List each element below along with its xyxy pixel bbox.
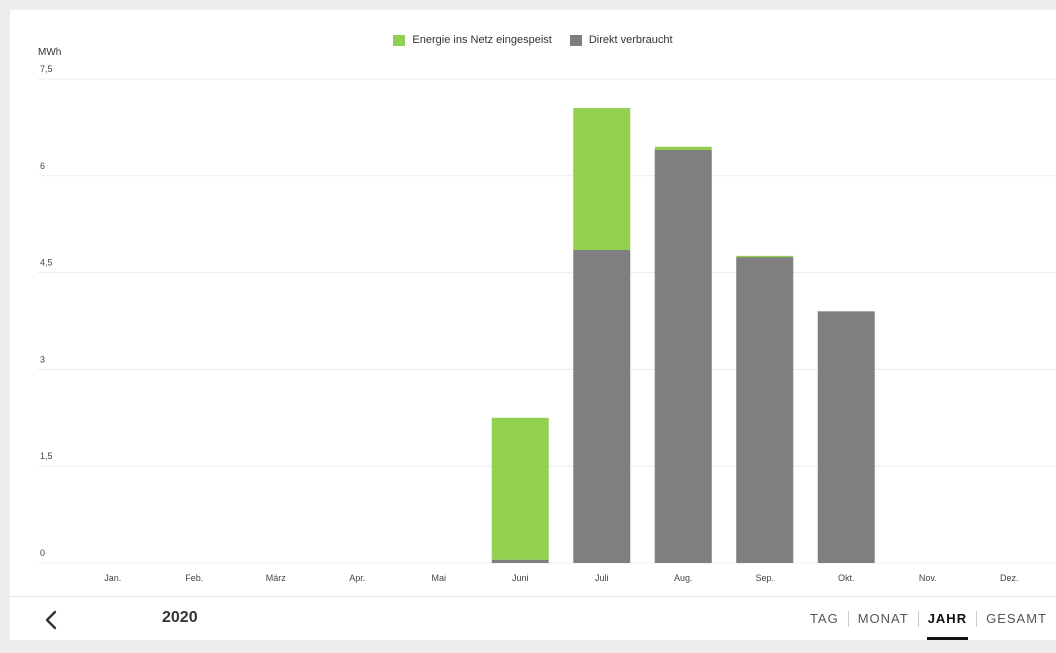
y-tick-label: 6 (40, 161, 45, 171)
chart-legend: Energie ins Netz eingespeist Direkt verb… (10, 34, 1056, 46)
y-tick-label: 0 (40, 548, 45, 558)
tab-separator (976, 611, 978, 627)
bar-direct-consumed (573, 250, 631, 563)
bar-fed-in (654, 146, 712, 150)
tab-jahr[interactable]: JAHR (919, 597, 976, 641)
tab-separator (917, 611, 919, 627)
x-tick-label: Mai (431, 573, 446, 583)
x-tick-label: Apr. (349, 573, 365, 583)
bar-direct-consumed (736, 257, 794, 563)
legend-item-direct-consumed[interactable]: Direkt verbraucht (569, 34, 673, 46)
bar-fed-in (491, 417, 549, 560)
energy-bar-chart: MWh 0 1,5 3 4,5 6 7,5 Jan. Feb. März Apr. Mai Juni Ju… (38, 47, 1056, 583)
legend-swatch-direct-consumed (569, 34, 582, 46)
tab-gesamt[interactable]: GESAMT (986, 611, 1047, 626)
tab-monat[interactable]: MONAT (857, 611, 909, 626)
x-tick-label: März (266, 573, 286, 583)
bar-direct-consumed (491, 559, 549, 563)
x-tick-label: Aug. (674, 573, 693, 583)
legend-item-fed-in[interactable]: Energie ins Netz eingespeist (393, 34, 552, 46)
bar-fed-in (573, 108, 631, 251)
x-tick-label: Nov. (919, 573, 937, 583)
period-tabs: TAG MONAT JAHR GESAMT (801, 597, 1056, 641)
bar-direct-consumed (654, 149, 712, 563)
bar-direct-consumed (817, 311, 875, 563)
x-tick-label: Jan. (104, 573, 121, 583)
y-tick-label: 7,5 (40, 64, 53, 74)
y-tick-label: 4,5 (40, 258, 53, 268)
tab-tag[interactable]: TAG (809, 611, 839, 626)
legend-label-direct-consumed: Direkt verbraucht (588, 34, 673, 46)
x-tick-label: Juli (595, 573, 609, 583)
x-tick-label: Feb. (185, 573, 203, 583)
chart-footer: 2020 TAG MONAT JAHR GESAMT (10, 596, 1056, 641)
x-tick-label: Dez. (1000, 573, 1019, 583)
period-year: 2020 (162, 609, 198, 626)
y-tick-label: 1,5 (40, 451, 53, 461)
x-tick-label: Juni (512, 573, 529, 583)
tab-separator (847, 611, 849, 627)
chart-card: MWh 0 1,5 3 4,5 6 7,5 Jan. Feb. März Apr. Mai Juni Ju… (10, 10, 1056, 640)
x-tick-label: Okt. (838, 573, 855, 583)
legend-swatch-fed-in (393, 34, 406, 46)
y-axis-label: MWh (38, 47, 61, 58)
x-tick-label: Sep. (755, 573, 774, 583)
legend-label-fed-in: Energie ins Netz eingespeist (412, 34, 552, 46)
chevron-left-icon (45, 610, 57, 630)
previous-period-button[interactable] (36, 605, 66, 635)
y-tick-label: 3 (40, 354, 45, 364)
bar-fed-in (736, 255, 794, 258)
